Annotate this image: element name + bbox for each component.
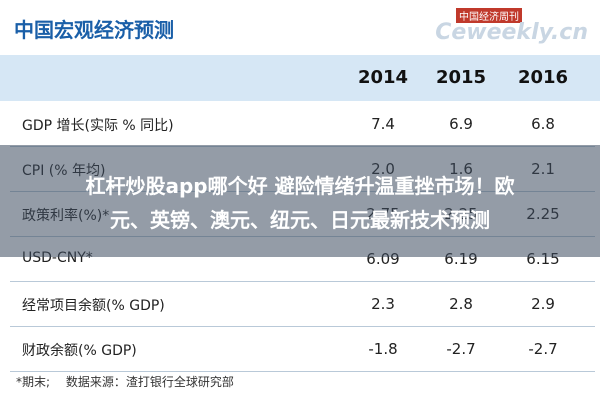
logo: Ceweekly.cn: [435, 20, 588, 45]
row-rule: [10, 371, 595, 372]
cell: -1.8: [368, 339, 398, 358]
overlay-band: [0, 145, 600, 257]
cell: 6.9: [449, 114, 473, 133]
cell: -2.7: [446, 339, 476, 358]
row-rule: [10, 326, 595, 327]
cell: 2.9: [531, 294, 555, 313]
column-header: 2015: [435, 67, 487, 88]
column-header: 2016: [517, 67, 569, 88]
row-label: 财政余额(% GDP): [22, 342, 137, 359]
cell: 2.8: [449, 294, 473, 313]
row-label: 经常项目余额(% GDP): [22, 297, 165, 314]
row-label: GDP 增长(实际 % 同比): [22, 117, 174, 134]
cell: -2.7: [528, 339, 558, 358]
title: 中国宏观经济预测: [14, 18, 174, 42]
table-header: [0, 55, 600, 101]
column-header: 2014: [357, 67, 409, 88]
cell: 7.4: [371, 114, 395, 133]
cell: 6.8: [531, 114, 555, 133]
cell: 2.3: [371, 294, 395, 313]
footnote: *期末; 数据来源：渣打银行全球研究部: [16, 375, 234, 389]
logo-badge: 中国经济周刊: [456, 8, 522, 23]
overlay-text: 元、英镑、澳元、纽元、日元最新技术预测: [110, 208, 490, 232]
row-rule: [10, 281, 595, 282]
overlay-text: 杠杆炒股app哪个好 避险情绪升温重挫市场！欧: [85, 174, 515, 198]
